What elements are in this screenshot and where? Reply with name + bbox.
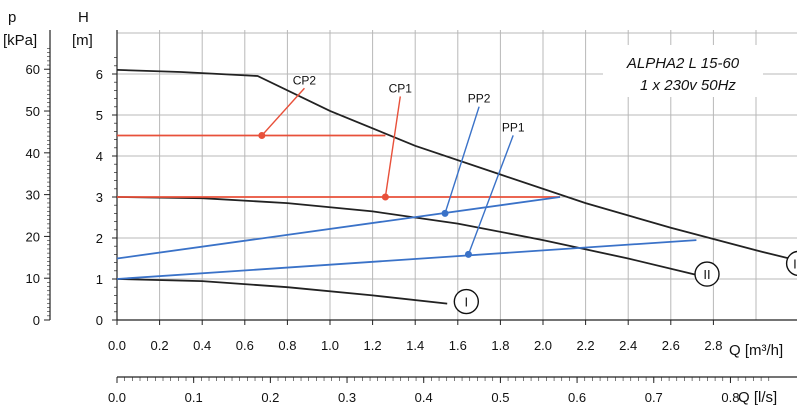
h-tick-label: 2 (96, 231, 103, 246)
chart-subtitle: 1 x 230v 50Hz (640, 77, 736, 94)
p-tick-label: 0 (33, 313, 40, 328)
x2-tick-label: 0.2 (261, 390, 279, 405)
x2-tick-label: 0.7 (645, 390, 663, 405)
p-tick-label: 50 (26, 104, 40, 119)
marker-PP1 (465, 251, 472, 258)
x2-tick-label: 0.8 (721, 390, 739, 405)
leader-PP1 (468, 135, 513, 254)
x-tick-label: 1.8 (491, 338, 509, 353)
x-axis-label: Q [m³/h] (729, 342, 783, 359)
x-tick-label: 2.6 (662, 338, 680, 353)
annotation-CP1: CP1 (389, 81, 413, 95)
x-tick-label: 0.6 (236, 338, 254, 353)
h-tick-label: 1 (96, 272, 103, 287)
marker-CP1 (382, 194, 389, 201)
leader-CP1 (385, 96, 400, 197)
x-tick-label: 1.0 (321, 338, 339, 353)
marker-CP2 (258, 132, 265, 139)
speed-curve-II (117, 197, 696, 275)
x-tick-label: 0.8 (278, 338, 296, 353)
p-tick-label: 10 (26, 271, 40, 286)
x-tick-label: 0.4 (193, 338, 211, 353)
x-tick-label: 1.6 (449, 338, 467, 353)
y-right-label-unit: [m] (72, 32, 93, 49)
pp-line-PP2 (117, 197, 560, 259)
x-tick-label: 2.0 (534, 338, 552, 353)
x2-tick-label: 0.1 (185, 390, 203, 405)
x-tick-label: 0.0 (108, 338, 126, 353)
x-tick-label: 2.8 (704, 338, 722, 353)
annotation-PP2: PP2 (468, 92, 491, 106)
h-tick-label: 4 (96, 149, 103, 164)
y-left-label-unit: [kPa] (3, 32, 37, 49)
x2-tick-label: 0.5 (491, 390, 509, 405)
x-tick-label: 2.2 (577, 338, 595, 353)
speed-curve-I (117, 279, 447, 304)
p-tick-label: 60 (26, 62, 40, 77)
leader-CP2 (262, 88, 305, 135)
y-right-label-top: H (78, 9, 89, 26)
labels-layer: CP2CP1PP2PP1IIIIII (258, 73, 797, 313)
curve-label-III: III (793, 256, 797, 271)
x2-tick-label: 0.6 (568, 390, 586, 405)
x2-tick-label: 0.3 (338, 390, 356, 405)
y-left-label-top: p (8, 9, 16, 26)
x2-tick-label: 0.0 (108, 390, 126, 405)
p-tick-label: 40 (26, 146, 40, 161)
x-tick-label: 0.2 (151, 338, 169, 353)
p-tick-label: 20 (26, 229, 40, 244)
x2-tick-label: 0.4 (415, 390, 433, 405)
x2-axis-label: Q [l/s] (738, 389, 777, 406)
p-tick-label: 30 (26, 188, 40, 203)
annotation-PP1: PP1 (502, 120, 525, 134)
chart-title: ALPHA2 L 15-60 (626, 55, 740, 72)
h-tick-label: 5 (96, 108, 103, 123)
x-tick-label: 2.4 (619, 338, 637, 353)
curve-label-I: I (465, 295, 469, 310)
annotation-CP2: CP2 (293, 73, 317, 87)
curve-label-II: II (703, 267, 710, 282)
h-tick-label: 6 (96, 67, 103, 82)
speed-curve-III (117, 70, 797, 264)
marker-PP2 (442, 210, 449, 217)
x-tick-label: 1.2 (364, 338, 382, 353)
h-tick-label: 3 (96, 190, 103, 205)
h-tick-label: 0 (96, 313, 103, 328)
series-layer (117, 70, 797, 304)
x-tick-label: 1.4 (406, 338, 424, 353)
